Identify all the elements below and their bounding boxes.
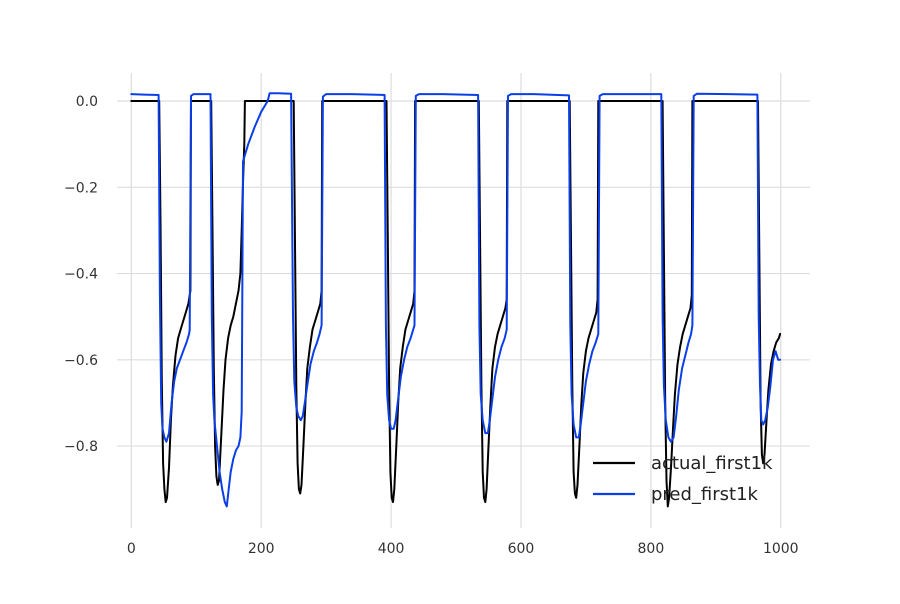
series-lines [130,92,782,508]
grid [117,73,810,528]
legend-label: actual_first1k [651,453,773,474]
x-tick-label: 600 [508,541,535,557]
x-tick-label: 1000 [763,541,799,557]
tick-labels: 0.0 −0.2 −0.4 −0.6 −0.8 0 200 400 600 800 1000 [64,94,799,557]
x-tick-label: 400 [378,541,405,557]
legend: actual_first1k pred_first1k [593,453,773,505]
y-tick-label: −0.4 [64,267,98,283]
y-tick-label: −0.2 [64,180,98,196]
x-tick-label: 800 [638,541,665,557]
y-tick-label: −0.6 [64,353,98,369]
series-line-pred_first1k [130,92,782,508]
legend-label: pred_first1k [651,484,759,505]
series-line-actual_first1k [130,100,782,508]
y-tick-label: −0.8 [64,439,98,455]
x-tick-label: 0 [127,541,136,557]
y-tick-label: 0.0 [76,94,98,110]
x-tick-label: 200 [248,541,275,557]
